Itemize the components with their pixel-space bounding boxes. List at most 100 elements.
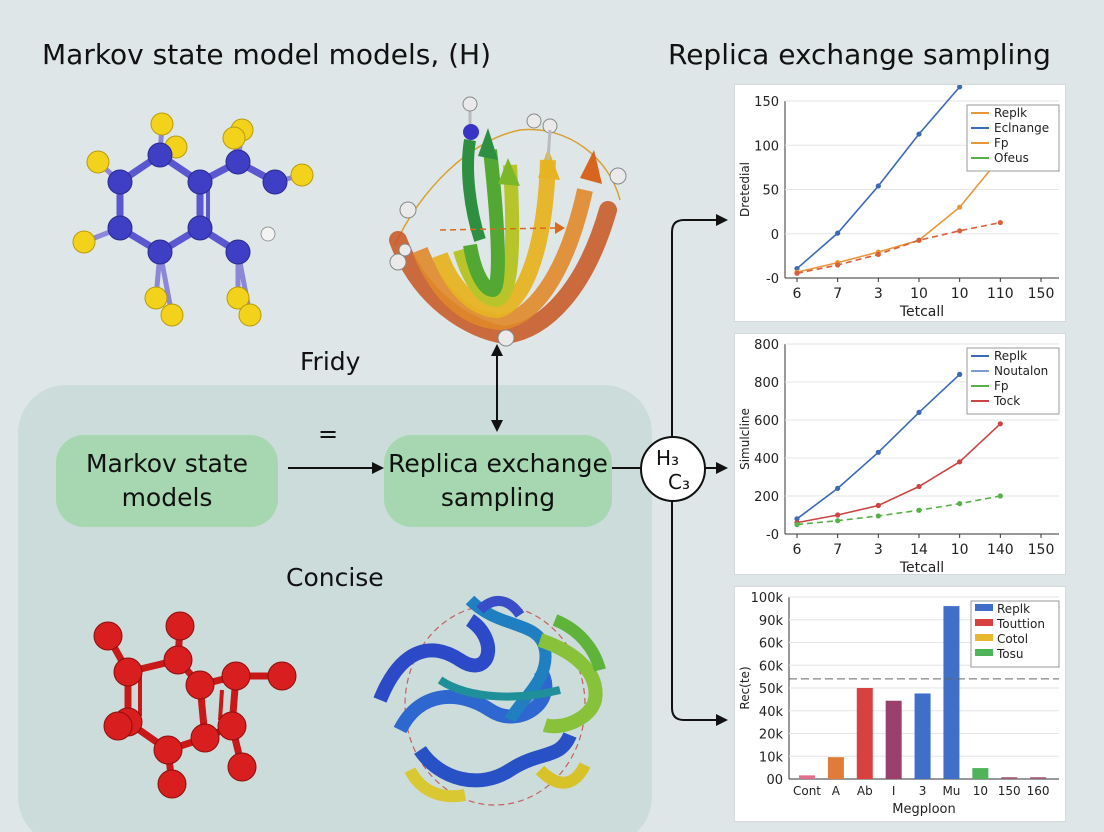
legend-swatch [975, 619, 993, 626]
blue-atom [187, 215, 213, 241]
blue-atom [107, 169, 133, 195]
bar [856, 688, 873, 779]
red-atom [190, 723, 220, 753]
data-point [794, 270, 800, 276]
data-point [875, 449, 881, 455]
data-point [835, 485, 841, 491]
x-tick-label: 14 [910, 542, 928, 558]
bar [1001, 777, 1018, 779]
x-tick-label: 150 [1028, 286, 1055, 302]
x-tick-label: 6 [793, 542, 802, 558]
red-atom [93, 621, 123, 651]
data-point [957, 228, 963, 234]
legend-swatch [975, 634, 993, 641]
bar [1030, 777, 1047, 779]
yellow-atom [222, 126, 246, 150]
series-line [796, 373, 961, 520]
red-atom [185, 670, 215, 700]
data-point [916, 131, 922, 137]
connector-bottom-chart [671, 500, 718, 721]
data-point [916, 409, 922, 415]
legend-entry: Touttion [996, 617, 1045, 631]
y-tick-label: 20k [759, 728, 784, 743]
blue-atom [262, 169, 288, 195]
y-tick-label: -0 [766, 528, 779, 543]
legend-entry: Tock [993, 394, 1020, 408]
series-line [796, 86, 961, 270]
yellow-atom [160, 303, 184, 327]
y-tick-label: 40k [759, 705, 784, 720]
bar [799, 775, 815, 779]
red-atom [113, 657, 143, 687]
x-tick-label: 10 [951, 542, 969, 558]
y-tick-label: 800 [754, 338, 779, 353]
x-tick-label: 10 [951, 286, 969, 302]
red-atom [103, 711, 133, 741]
red-atom [165, 611, 195, 641]
y-tick-label: 60k [759, 659, 784, 674]
x-tick-label: 150 [998, 784, 1021, 798]
x-axis-label: Megploon [892, 802, 955, 817]
x-tick-label: 10 [973, 784, 988, 798]
blue-atom [107, 215, 133, 241]
legend-entry: Fp [994, 379, 1009, 393]
replica-node-line-2: sampling [440, 483, 556, 512]
blue-molecule-icon [72, 112, 314, 327]
y-tick-label: 100 [754, 139, 779, 154]
connector-top-chart [671, 219, 718, 436]
y-axis-label: Rec(te) [738, 666, 752, 709]
hc-node: H₃ C₃ [640, 436, 706, 502]
data-point [957, 204, 963, 210]
line-chart-1: 150 100 50 0 -0 6 7 3 10 10 110 150 Tetcall Dretedial… [738, 84, 1060, 320]
y-tick-label: 90k [759, 614, 784, 629]
red-molecule-icon [93, 611, 297, 799]
y-tick-label: 60k [759, 637, 784, 652]
helix-protein-icon [373, 595, 606, 806]
legend-entry: Eclnange [994, 121, 1049, 135]
blue-atom [147, 142, 173, 168]
markov-node-line-2: models [121, 483, 213, 512]
x-axis-label: Tetcall [899, 304, 944, 320]
data-point [957, 459, 963, 465]
markov-state-models-node: Markov state models [56, 435, 278, 527]
legend-box [966, 347, 1060, 415]
red-atom [267, 661, 297, 691]
x-tick-label: 6 [793, 286, 802, 302]
series-line [796, 423, 1001, 524]
yellow-atom [144, 286, 168, 310]
data-point [997, 219, 1003, 226]
data-point [957, 84, 963, 90]
chart-panel-3: 100k 90k 60k 60k 50k 40k 20k 10k 00 Cont A Ab I 3 Mu 10… [734, 586, 1066, 822]
legend-swatch [975, 604, 993, 611]
series-line [796, 221, 1001, 275]
legend-entry: Replk [997, 602, 1030, 616]
x-tick-label: 140 [987, 542, 1014, 558]
line-chart-2: 800 800 600 400 200 -0 6 7 3 14 10 140 150 Tetcall Sim… [738, 338, 1060, 576]
series-line [796, 157, 1001, 273]
blue-atom [225, 239, 251, 265]
data-point [835, 518, 841, 524]
bar [972, 768, 989, 779]
series-line [796, 495, 1001, 526]
y-tick-label: 150 [754, 95, 779, 110]
x-tick-label: 3 [874, 542, 883, 558]
y-tick-label: 50 [762, 184, 779, 199]
x-tick-label: 3 [919, 784, 927, 798]
yellow-atom [86, 150, 110, 174]
x-tick-label: 10 [910, 286, 928, 302]
data-point [875, 502, 881, 509]
data-point [835, 262, 841, 268]
bar [885, 700, 902, 779]
data-point [957, 371, 963, 377]
legend-entry: Replk [994, 106, 1027, 120]
x-tick-label: 160 [1027, 784, 1050, 798]
data-point [794, 521, 800, 528]
legend-entry: Tosu [996, 647, 1024, 661]
hc-node-bottom: C₃ [668, 470, 690, 494]
red-atom [217, 711, 247, 741]
concise-label: Concise [286, 563, 384, 592]
red-atom [153, 735, 183, 765]
bar-chart: 100k 90k 60k 60k 50k 40k 20k 10k 00 Cont A Ab I 3 Mu 10… [738, 591, 1060, 817]
legend-swatch [975, 649, 993, 656]
